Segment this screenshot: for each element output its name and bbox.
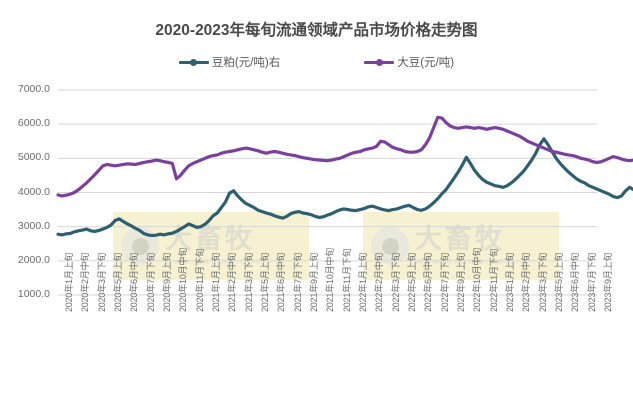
x-tick-label: 2022年10月中旬 — [472, 247, 483, 312]
series-line-soybean-meal — [56, 137, 633, 238]
x-tick-label: 2022年2月中旬 — [374, 252, 385, 312]
x-tick-label: 2021年7月下旬 — [292, 252, 303, 312]
legend-swatch-soybean-meal — [178, 58, 209, 66]
legend-item-soybean-meal[interactable]: 豆粕(元/吨)右 — [178, 54, 281, 70]
y-tick-label: 5000.0 — [17, 151, 50, 164]
series-line-soybean — [56, 115, 633, 198]
x-tick-label: 2020年1月上旬 — [64, 252, 74, 312]
watermark-logo-icon — [371, 227, 409, 266]
legend-label-soybean: 大豆(元/吨) — [397, 57, 455, 69]
x-tick-label: 2020年3月下旬 — [96, 252, 107, 312]
legend-label-soybean-meal: 豆粕(元/吨)右 — [211, 57, 281, 69]
y-tick-label: 4000.0 — [17, 185, 50, 198]
y-tick-label: 1000.0 — [17, 288, 50, 300]
x-tick-label: 2021年1月上旬 — [211, 252, 221, 312]
watermark-content: 大畜牧 www.dxumu.com — [121, 226, 265, 267]
y-tick-label: 7000.0 — [17, 83, 50, 95]
x-tick-label: 2021年2月中旬 — [227, 252, 238, 312]
x-tick-label: 2022年1月上旬 — [358, 252, 368, 312]
watermark-logo-icon — [121, 227, 159, 266]
x-tick-label: 2023年1月上旬 — [505, 252, 515, 312]
x-tick-label: 2021年9月上旬 — [309, 252, 319, 312]
x-tick-label: 2020年11月下旬 — [194, 248, 205, 312]
chart-legend: 豆粕(元/吨)右 大豆(元/吨) — [0, 54, 633, 70]
x-tick-label: 2020年2月中旬 — [80, 252, 91, 312]
x-tick-label: 2021年3月下旬 — [243, 252, 254, 312]
x-tick-label: 2022年3月下旬 — [390, 252, 401, 312]
x-tick-label: 2022年6月中旬 — [423, 252, 434, 312]
x-tick-label: 2023年9月上旬 — [603, 252, 613, 312]
x-tick-label: 2021年6月中旬 — [276, 252, 287, 312]
x-tick-label: 2023年3月下旬 — [537, 252, 548, 312]
watermark-content: 大畜牧 www.dxumu.com — [371, 226, 515, 267]
y-tick-label: 2000.0 — [17, 253, 50, 266]
x-tick-label: 2022年11月下旬 — [488, 248, 499, 312]
x-tick-label: 2023年7月下旬 — [586, 252, 597, 312]
x-tick-label: 2021年11月下旬 — [341, 248, 352, 312]
x-tick-label: 2020年7月下旬 — [145, 252, 156, 312]
x-tick-label: 2022年5月上旬 — [407, 252, 417, 312]
legend-item-soybean[interactable]: 大豆(元/吨) — [364, 54, 454, 70]
watermark-brand: 大畜牧 — [415, 224, 505, 254]
chart-title: 2020-2023年每旬流通领域产品市场价格走势图 — [155, 22, 478, 39]
x-tick-label: 2023年5月上旬 — [554, 252, 564, 312]
watermark-url: www.dxumu.com — [165, 256, 266, 267]
x-tick-label: 2023年2月中旬 — [521, 252, 532, 312]
x-tick-label: 2020年5月上旬 — [113, 252, 123, 312]
y-tick-label: 3000.0 — [17, 219, 50, 232]
watermark-url: www.dxumu.com — [415, 256, 516, 267]
x-tick-label: 2020年9月上旬 — [162, 252, 172, 312]
x-tick-label: 2021年10月中旬 — [325, 247, 336, 312]
x-tick-label: 2020年6月中旬 — [129, 252, 140, 312]
legend-swatch-soybean — [364, 58, 395, 66]
x-tick-label: 2021年5月上旬 — [260, 252, 270, 312]
x-tick-label: 2022年9月上旬 — [456, 252, 466, 312]
x-tick-label: 2022年7月下旬 — [439, 252, 450, 312]
y-tick-label: 6000.0 — [17, 117, 50, 130]
x-tick-label: 2020年10月中旬 — [178, 247, 189, 312]
x-tick-label: 2023年6月中旬 — [570, 252, 581, 312]
